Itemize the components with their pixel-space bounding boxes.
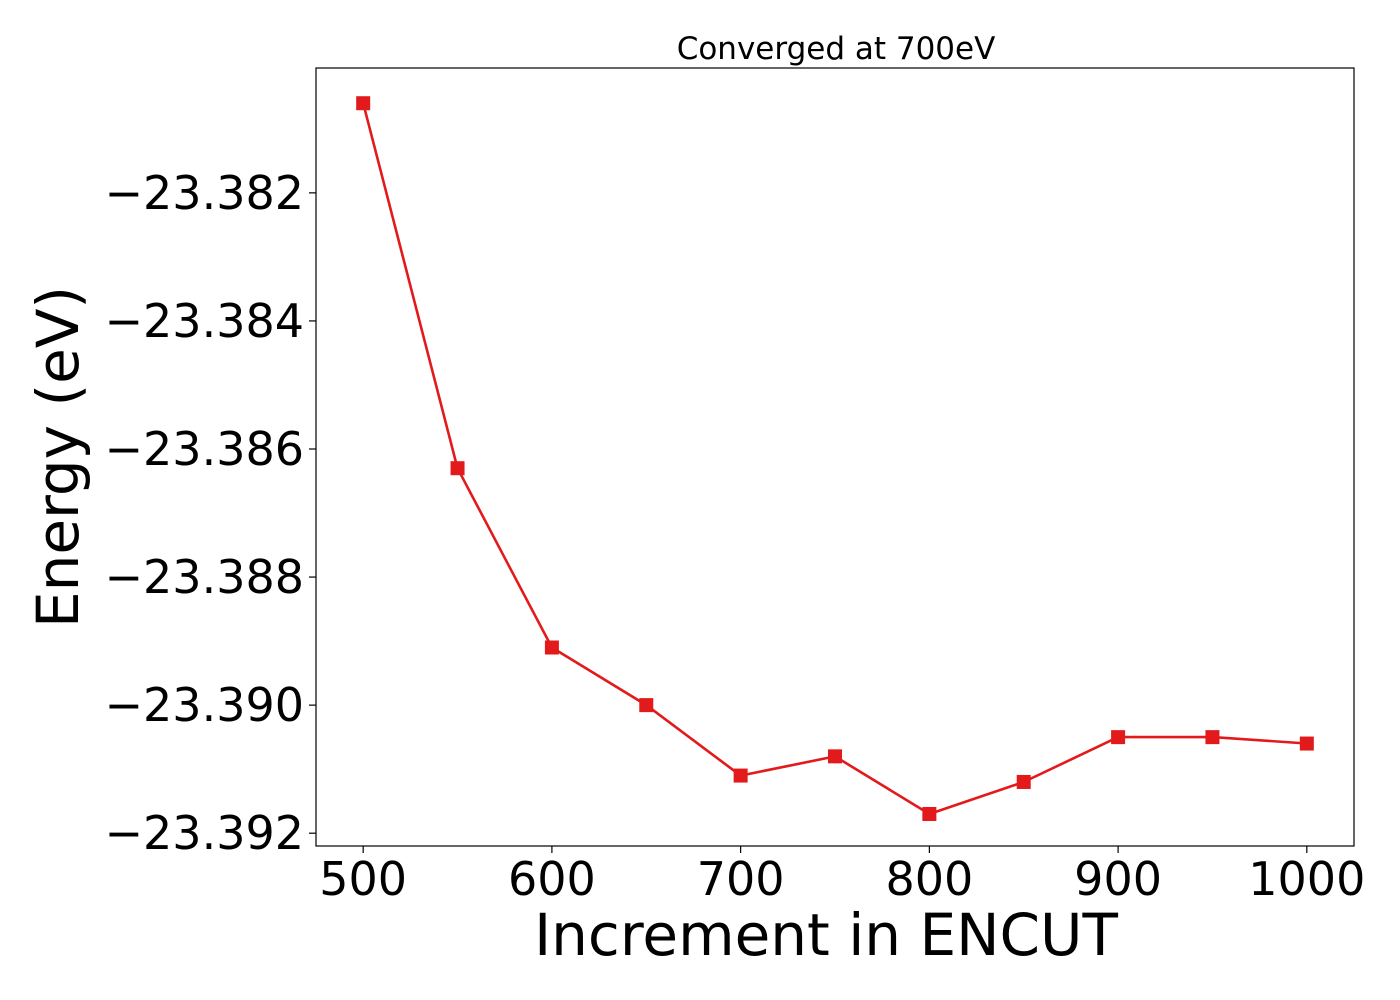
data-point <box>922 806 937 821</box>
data-point <box>1111 730 1126 745</box>
x-tick-label: 900 <box>1074 852 1162 906</box>
data-point <box>356 96 371 111</box>
x-tick-label: 500 <box>319 852 407 906</box>
y-tick-label: −23.392 <box>105 806 305 860</box>
y-tick-label: −23.384 <box>105 294 305 348</box>
y-axis-label: Energy (eV) <box>24 286 92 628</box>
data-point <box>544 640 559 655</box>
x-tick-label: 600 <box>508 852 596 906</box>
data-point <box>639 698 654 713</box>
y-tick-label: −23.388 <box>105 550 305 604</box>
x-tick-label: 700 <box>697 852 785 906</box>
chart-title: Converged at 700eV <box>677 31 996 67</box>
series-line <box>361 102 1307 816</box>
data-point <box>1299 736 1314 751</box>
data-point <box>1016 774 1031 789</box>
y-tick-label: −23.386 <box>105 422 305 476</box>
data-point <box>450 461 465 476</box>
plot-frame <box>315 67 1355 847</box>
x-tick-label: 800 <box>885 852 973 906</box>
data-point <box>1205 730 1220 745</box>
x-axis: 500 600 700 800 900 1000 <box>319 846 1365 906</box>
y-tick-label: −23.382 <box>105 166 305 220</box>
data-point <box>828 749 842 764</box>
series-layer <box>356 96 1314 821</box>
x-axis-label: Increment in ENCUT <box>534 901 1118 969</box>
y-axis: −23.382 −23.384 −23.386 −23.388 −23.390 −23.3… <box>105 166 316 860</box>
x-tick-label: 1000 <box>1248 852 1365 906</box>
y-tick-label: −23.390 <box>105 678 305 732</box>
data-point <box>733 768 748 783</box>
